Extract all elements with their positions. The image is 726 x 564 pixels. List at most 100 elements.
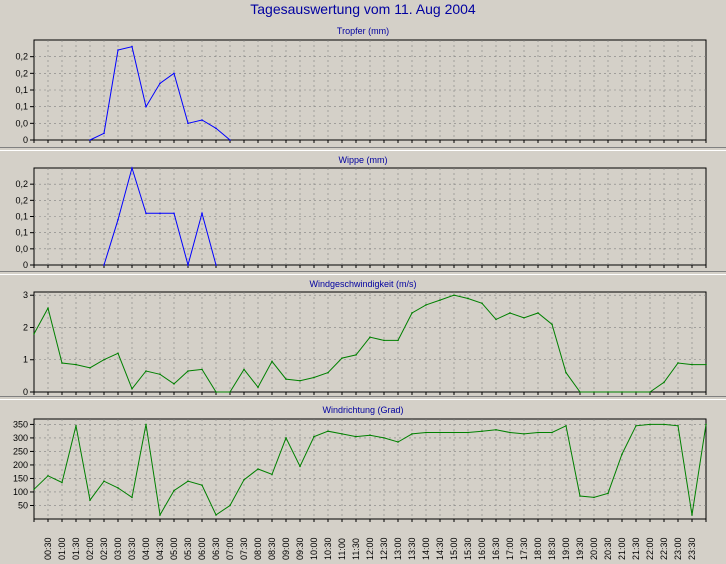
x-tick-label: 00:30	[43, 537, 53, 560]
data-point	[453, 431, 455, 434]
panel-divider	[0, 271, 726, 275]
data-point	[201, 119, 203, 121]
x-tick-label: 09:00	[281, 537, 291, 560]
x-tick-label: 03:30	[127, 537, 137, 560]
data-point	[495, 318, 497, 321]
data-point	[481, 302, 483, 305]
data-point	[649, 423, 651, 426]
x-tick-label: 17:00	[505, 537, 515, 560]
x-tick-label: 16:30	[491, 537, 501, 560]
data-point	[509, 312, 511, 314]
data-point	[215, 514, 217, 516]
data-point	[369, 434, 371, 437]
chart-title-windrichtung: Windrichtung (Grad)	[322, 405, 404, 415]
x-tick-label: 20:00	[589, 537, 599, 560]
data-point	[173, 212, 175, 215]
data-point	[187, 480, 189, 482]
y-tick-label: 50	[18, 500, 28, 510]
data-point	[285, 378, 287, 380]
x-tick-label: 01:30	[71, 537, 81, 560]
x-tick-label: 16:00	[477, 537, 487, 560]
chart-tropfer: 0 0,0 0,1 0,1 0,2 0,2	[15, 39, 707, 145]
data-point	[439, 299, 441, 301]
y-tick-label: 0	[23, 260, 28, 270]
data-point	[131, 387, 133, 390]
y-tick-label: 0,2	[15, 68, 28, 78]
data-point	[635, 424, 637, 427]
chart-windrichtung: 50 100 150 200 250 300 350	[13, 418, 707, 522]
data-point	[173, 383, 175, 385]
x-tick-label: 19:30	[575, 537, 585, 560]
x-tick-label: 08:30	[267, 537, 277, 560]
page-title: Tagesauswertung vom 11. Aug 2004	[250, 1, 476, 17]
data-point	[579, 495, 581, 497]
y-tick-label: 200	[13, 460, 28, 470]
data-point	[397, 339, 399, 342]
data-point	[117, 49, 119, 51]
y-tick-label: 150	[13, 473, 28, 483]
data-point	[705, 363, 707, 366]
chart-title-windgeschwindigkeit: Windgeschwindigkeit (m/s)	[309, 279, 417, 289]
data-point	[565, 424, 567, 427]
y-tick-label: 0,0	[15, 118, 28, 128]
x-tick-label: 21:00	[617, 537, 627, 560]
data-point	[187, 122, 189, 125]
data-point	[229, 504, 231, 507]
data-point	[159, 82, 161, 85]
data-point	[257, 468, 259, 470]
x-tick-label: 06:30	[211, 537, 221, 560]
x-tick-label: 05:00	[169, 537, 179, 560]
y-tick-label: 0,0	[15, 244, 28, 254]
x-tick-label: 07:00	[225, 537, 235, 560]
y-tick-label: 0,1	[15, 102, 28, 112]
data-point	[215, 127, 217, 130]
y-tick-label: 0,2	[15, 179, 28, 189]
data-point	[215, 264, 217, 266]
y-tick-label: 250	[13, 446, 28, 456]
x-tick-label: 04:30	[155, 537, 165, 560]
data-point	[145, 423, 147, 426]
x-tick-label: 20:30	[603, 537, 613, 560]
data-point	[565, 371, 567, 374]
data-point	[89, 367, 91, 369]
data-point	[691, 514, 693, 516]
x-tick-label: 14:30	[435, 537, 445, 560]
data-point	[341, 357, 343, 359]
data-point	[159, 212, 161, 215]
data-point	[89, 139, 91, 141]
data-point	[663, 381, 665, 384]
x-axis-labels: 00:30 01:00 01:30 02:00 02:30 03:00 03:30 04:00…	[43, 537, 697, 560]
y-tick-label: 0,1	[15, 212, 28, 222]
data-point	[33, 488, 35, 491]
x-tick-label: 02:00	[85, 537, 95, 560]
data-point	[201, 484, 203, 487]
y-tick-label: 0,1	[15, 85, 28, 95]
data-point	[383, 339, 385, 342]
data-point	[579, 391, 581, 393]
data-point	[243, 479, 245, 481]
y-tick-label: 0,2	[15, 52, 28, 62]
data-point	[173, 72, 175, 75]
data-point	[131, 45, 133, 48]
data-point	[607, 492, 609, 495]
y-tick-label: 0,2	[15, 195, 28, 205]
data-point	[509, 431, 511, 434]
data-point	[299, 465, 301, 468]
x-tick-label: 14:00	[421, 537, 431, 560]
chart-title-tropfer: Tropfer (mm)	[336, 26, 390, 36]
data-point	[467, 297, 469, 300]
x-tick-label: 10:30	[323, 537, 333, 560]
data-point	[635, 391, 637, 393]
data-point	[201, 368, 203, 371]
x-tick-label: 18:30	[547, 537, 557, 560]
data-point	[145, 370, 147, 372]
data-point	[131, 496, 133, 499]
x-tick-label: 11:30	[351, 538, 361, 560]
data-point	[75, 424, 77, 427]
data-point	[439, 431, 441, 434]
data-point	[285, 437, 287, 439]
x-tick-label: 19:00	[561, 537, 571, 560]
y-tick-label: 0	[23, 135, 28, 145]
x-tick-label: 22:30	[659, 537, 669, 560]
data-point	[523, 317, 525, 319]
